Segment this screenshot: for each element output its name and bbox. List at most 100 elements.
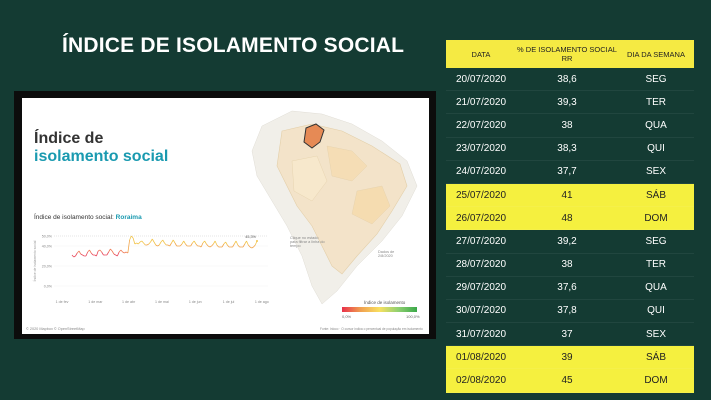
series-line-segment: [202, 240, 205, 244]
series-line-segment: [185, 243, 188, 247]
cell-value: 41: [561, 189, 573, 201]
series-line-segment: [221, 243, 225, 248]
y-tick-label: 50,0%: [42, 234, 53, 238]
table-row: 31/07/2020 37 SEX: [446, 323, 694, 347]
series-line-segment: [106, 251, 109, 256]
cell-value: 37,7: [557, 166, 577, 178]
cell-value: 39,3: [557, 96, 577, 108]
cell-value: 37,8: [557, 305, 577, 317]
series-line-segment: [89, 249, 92, 254]
series-line-segment: [232, 243, 235, 248]
table-row: 02/08/2020 45 DOM: [446, 369, 694, 393]
brazil-map[interactable]: [232, 106, 427, 306]
table-row: 20/07/2020 38,6 SEG: [446, 68, 694, 92]
cell-date: 31/07/2020: [455, 328, 507, 340]
cell-date: 21/07/2020: [455, 96, 507, 108]
cell-day: QUI: [647, 143, 665, 155]
page-title: ÍNDICE DE ISOLAMENTO SOCIAL: [62, 34, 405, 57]
series-line-segment: [216, 244, 219, 248]
series-line-segment: [99, 249, 102, 253]
series-line-segment: [227, 244, 230, 248]
series-line-segment: [209, 245, 212, 248]
cell-value: 38,3: [557, 143, 577, 155]
series-line-segment: [73, 255, 76, 258]
source-note: Fonte: Inloco · O cursor indica o percen…: [320, 327, 423, 331]
series-line-segment: [249, 246, 252, 249]
series-line-segment: [158, 241, 162, 246]
series-line-segment: [96, 250, 99, 257]
cell-date: 22/07/2020: [455, 119, 507, 131]
series-line-segment: [139, 240, 143, 243]
series-line-segment: [110, 248, 113, 252]
y-tick-label: 0,0%: [44, 284, 53, 288]
table-row: 01/08/2020 39 SÁB: [446, 346, 694, 370]
series-line-segment: [192, 240, 195, 244]
series-line-segment: [129, 235, 132, 241]
series-line-segment: [223, 241, 226, 245]
series-line-segment: [148, 241, 151, 245]
series-line-segment: [134, 242, 137, 245]
isolation-line-chart: 50,0% 40,0% 20,0% 0,0% Índice de isolamento …: [33, 234, 269, 304]
series-line-segment: [172, 239, 176, 244]
map-hint: Clique no estado para filtrar a linha do…: [290, 236, 325, 248]
data-date: Dados de 2/8/2020: [378, 250, 395, 258]
series-line-segment: [127, 239, 130, 254]
series-line-segment: [131, 235, 134, 239]
y-axis-label: Índice de isolamento social: [33, 240, 37, 281]
series-line-segment: [138, 241, 141, 245]
dashboard-title-line2: isolamento social: [34, 148, 169, 165]
series-line-segment: [200, 242, 204, 248]
x-tick-label: 1 de fev: [56, 300, 69, 304]
series-line-segment: [111, 250, 115, 255]
roraima-state: [303, 123, 325, 149]
series-line-segment: [193, 240, 197, 245]
series-line-segment: [113, 253, 116, 256]
cell-value: 48: [561, 212, 573, 224]
series-line-segment: [118, 249, 122, 253]
series-line-segment: [76, 250, 80, 254]
cell-value: 37: [561, 328, 573, 340]
table-row: 24/07/2020 37,7 SEX: [446, 161, 694, 184]
series-line-segment: [85, 251, 89, 257]
series-line-segment: [108, 248, 111, 253]
series-line-segment: [117, 251, 120, 257]
cell-date: 28/07/2020: [455, 259, 507, 271]
series-line-segment: [237, 244, 240, 248]
series-line-segment: [247, 244, 251, 248]
x-tick-label: 1 de ago: [255, 300, 269, 304]
series-line-segment: [97, 249, 101, 252]
legend-title: Índice de isolamento: [364, 300, 406, 305]
cell-day: DOM: [644, 375, 668, 387]
cell-date: 29/07/2020: [455, 282, 507, 294]
cell-date: 25/07/2020: [455, 189, 507, 201]
series-line-segment: [155, 244, 158, 247]
cell-day: SEX: [645, 166, 666, 178]
series-line-segment: [122, 251, 125, 254]
cell-day: QUA: [645, 282, 667, 294]
series-line-segment: [253, 244, 256, 248]
series-line-segment: [181, 240, 185, 245]
cell-value: 38: [561, 259, 573, 271]
series-line-segment: [136, 242, 139, 245]
table-row: 27/07/2020 39,2 SEG: [446, 230, 694, 254]
cell-date: 30/07/2020: [455, 305, 507, 317]
series-line-segment: [151, 238, 155, 243]
x-tick-label: 1 de jun: [189, 300, 202, 304]
series-line-segment: [143, 242, 146, 246]
series-line-segment: [132, 237, 136, 245]
series-line-segment: [233, 240, 237, 245]
series-line-segment: [214, 240, 218, 246]
cell-value: 38: [561, 119, 573, 131]
series-line-segment: [190, 242, 193, 247]
series-line-segment: [146, 243, 149, 246]
legend-max: 100,0%: [406, 314, 420, 319]
y-tick-label: 40,0%: [42, 244, 53, 248]
series-line-segment: [160, 239, 164, 243]
map-attribution: © 2020 Mapbox © OpenStreetMap: [26, 327, 85, 331]
cell-day: SÁB: [645, 189, 666, 201]
cell-date: 02/08/2020: [455, 375, 507, 387]
table-row: 28/07/2020 38 TER: [446, 254, 694, 277]
series-line-segment: [71, 254, 75, 258]
table-header: DATA % DE ISOLAMENTO SOCIAL RR DIA DA SE…: [446, 40, 694, 68]
series-line-segment: [169, 242, 172, 247]
